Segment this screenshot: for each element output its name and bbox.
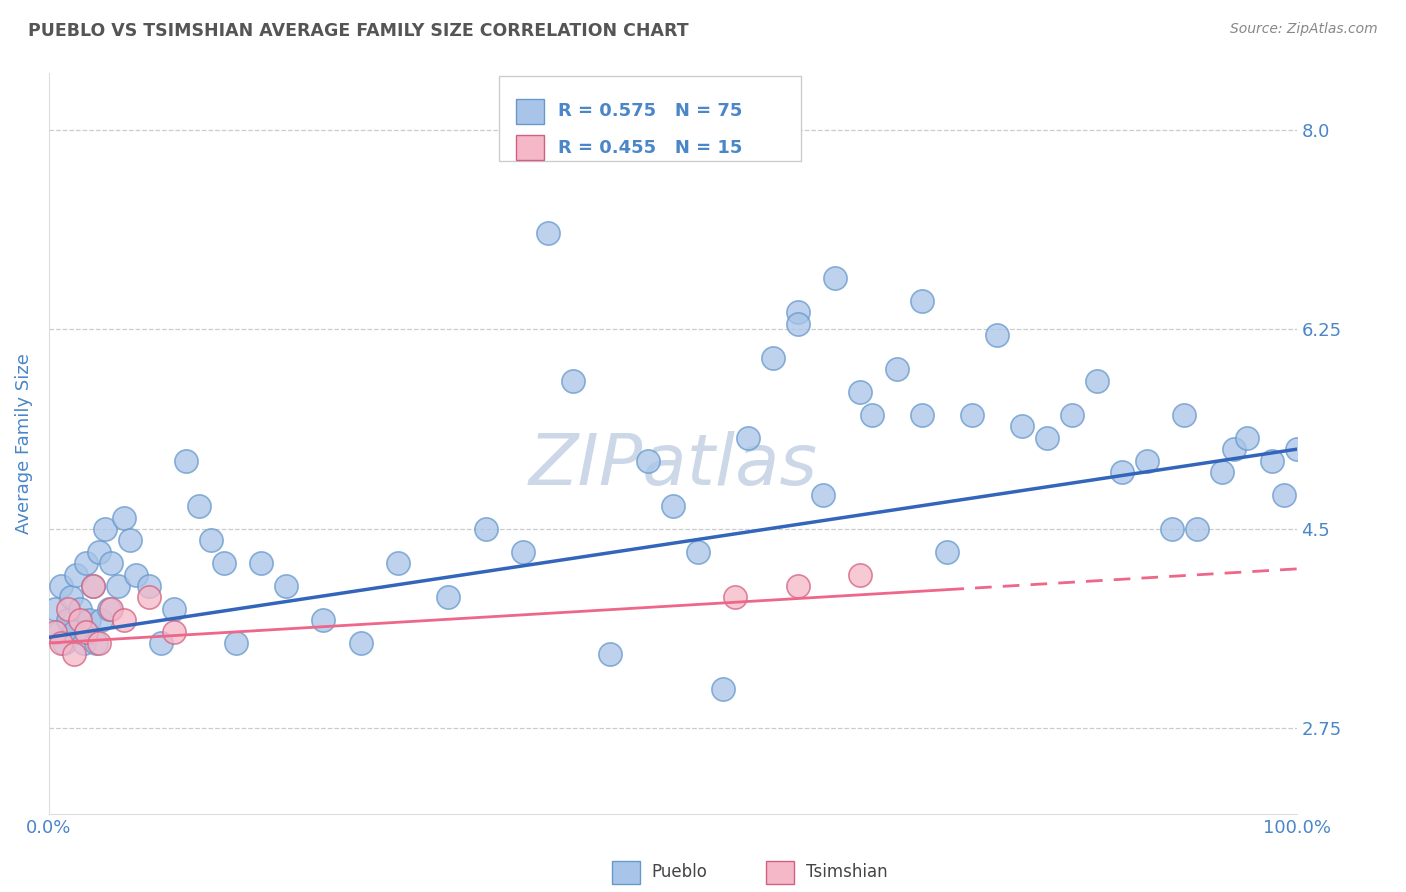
Point bbox=[724, 591, 747, 605]
Point bbox=[1136, 453, 1159, 467]
Point bbox=[75, 556, 97, 570]
Point bbox=[112, 510, 135, 524]
Point bbox=[637, 453, 659, 467]
Point bbox=[65, 567, 87, 582]
Point bbox=[138, 579, 160, 593]
Point bbox=[44, 602, 66, 616]
Text: ZIPatlas: ZIPatlas bbox=[529, 431, 817, 500]
Point bbox=[350, 636, 373, 650]
Point bbox=[711, 681, 734, 696]
Point bbox=[1185, 522, 1208, 536]
Text: Tsimshian: Tsimshian bbox=[806, 863, 887, 881]
Y-axis label: Average Family Size: Average Family Size bbox=[15, 353, 32, 534]
Point bbox=[599, 648, 621, 662]
Point bbox=[962, 408, 984, 422]
Point bbox=[1173, 408, 1195, 422]
Point bbox=[886, 362, 908, 376]
Point bbox=[387, 556, 409, 570]
Point bbox=[737, 431, 759, 445]
Point bbox=[437, 591, 460, 605]
Point bbox=[174, 453, 197, 467]
Point bbox=[849, 567, 872, 582]
Point bbox=[44, 624, 66, 639]
Point bbox=[1011, 419, 1033, 434]
Point bbox=[56, 613, 79, 627]
Point bbox=[537, 226, 560, 240]
Point bbox=[1272, 488, 1295, 502]
Point bbox=[312, 613, 335, 627]
Point bbox=[51, 579, 73, 593]
Point bbox=[69, 613, 91, 627]
Point bbox=[1085, 374, 1108, 388]
Text: Source: ZipAtlas.com: Source: ZipAtlas.com bbox=[1230, 22, 1378, 37]
Text: Pueblo: Pueblo bbox=[651, 863, 707, 881]
Point bbox=[51, 636, 73, 650]
Point bbox=[562, 374, 585, 388]
Point bbox=[75, 624, 97, 639]
Point bbox=[212, 556, 235, 570]
Point bbox=[1285, 442, 1308, 457]
Point bbox=[986, 328, 1008, 343]
Point bbox=[936, 545, 959, 559]
Point bbox=[824, 271, 846, 285]
Point bbox=[163, 624, 186, 639]
Point bbox=[63, 624, 86, 639]
Point bbox=[125, 567, 148, 582]
Point bbox=[94, 522, 117, 536]
Point bbox=[150, 636, 173, 650]
Point bbox=[87, 545, 110, 559]
Point bbox=[274, 579, 297, 593]
Point bbox=[107, 579, 129, 593]
Point bbox=[86, 636, 108, 650]
Point bbox=[100, 602, 122, 616]
Text: PUEBLO VS TSIMSHIAN AVERAGE FAMILY SIZE CORRELATION CHART: PUEBLO VS TSIMSHIAN AVERAGE FAMILY SIZE … bbox=[28, 22, 689, 40]
Point bbox=[1111, 465, 1133, 479]
Point bbox=[187, 499, 209, 513]
Point bbox=[200, 533, 222, 548]
Point bbox=[762, 351, 785, 365]
Point bbox=[911, 293, 934, 308]
Point bbox=[90, 613, 112, 627]
Point bbox=[474, 522, 496, 536]
Point bbox=[138, 591, 160, 605]
Point bbox=[56, 602, 79, 616]
Point bbox=[97, 602, 120, 616]
Point bbox=[1062, 408, 1084, 422]
Point bbox=[250, 556, 273, 570]
Point bbox=[786, 317, 808, 331]
Point bbox=[811, 488, 834, 502]
Point bbox=[686, 545, 709, 559]
Point bbox=[100, 556, 122, 570]
Point bbox=[786, 579, 808, 593]
Text: R = 0.575   N = 75: R = 0.575 N = 75 bbox=[558, 103, 742, 120]
Point bbox=[120, 533, 142, 548]
Point bbox=[69, 602, 91, 616]
Text: R = 0.455   N = 15: R = 0.455 N = 15 bbox=[558, 139, 742, 157]
Point bbox=[1236, 431, 1258, 445]
Point bbox=[73, 636, 96, 650]
Point bbox=[52, 636, 75, 650]
Point bbox=[48, 624, 70, 639]
Point bbox=[911, 408, 934, 422]
Point bbox=[60, 591, 83, 605]
Point bbox=[225, 636, 247, 650]
Point bbox=[82, 579, 104, 593]
Point bbox=[862, 408, 884, 422]
Point bbox=[662, 499, 685, 513]
Point bbox=[87, 636, 110, 650]
Point bbox=[512, 545, 534, 559]
Point bbox=[82, 579, 104, 593]
Point bbox=[1223, 442, 1246, 457]
Point bbox=[163, 602, 186, 616]
Point bbox=[1036, 431, 1059, 445]
Point bbox=[1161, 522, 1184, 536]
Point bbox=[786, 305, 808, 319]
Point bbox=[1211, 465, 1233, 479]
Point bbox=[849, 385, 872, 400]
Point bbox=[63, 648, 86, 662]
Point bbox=[1260, 453, 1282, 467]
Point bbox=[77, 613, 100, 627]
Point bbox=[112, 613, 135, 627]
